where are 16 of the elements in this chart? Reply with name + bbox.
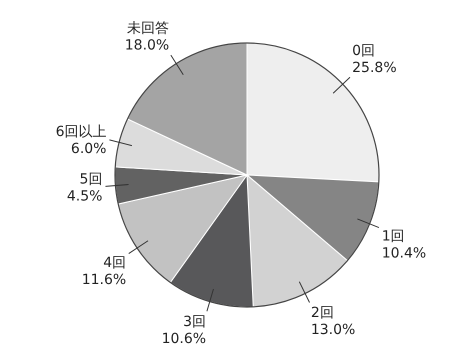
slice-label: 0回 [352, 43, 376, 60]
data-label: 25.8% [352, 60, 397, 76]
slice-label: 未回答 [127, 20, 170, 37]
data-label: 13.0% [310, 322, 356, 338]
slice-label: 4回 [103, 255, 126, 272]
slice-label: 3回 [183, 314, 206, 330]
data-label: 4.5% [66, 188, 102, 205]
data-label: 10.6% [162, 331, 206, 348]
slice-label: 5回 [80, 172, 102, 188]
slice-label: 2回 [310, 305, 334, 322]
slice-label: 1回 [382, 228, 405, 245]
data-label: 6.0% [70, 141, 107, 158]
data-label: 10.4% [382, 246, 426, 262]
data-label: 11.6% [82, 272, 126, 288]
data-label: 18.0% [124, 38, 170, 54]
slice-label: 6回以上 [56, 124, 107, 140]
